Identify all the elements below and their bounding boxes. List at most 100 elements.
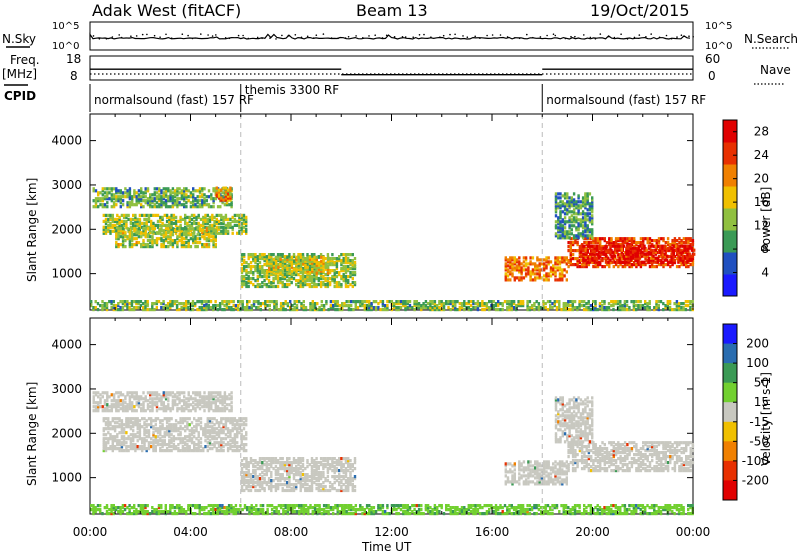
power-cell bbox=[572, 220, 576, 224]
power-cell bbox=[543, 274, 546, 278]
nsearch-point bbox=[181, 33, 184, 35]
power-cell bbox=[342, 265, 345, 269]
power-cell bbox=[286, 275, 289, 279]
power-cell bbox=[331, 279, 334, 283]
power-cell bbox=[183, 241, 186, 245]
power-cell bbox=[117, 243, 120, 247]
power-cell bbox=[404, 300, 407, 304]
power-cell bbox=[488, 306, 491, 310]
velocity-cell bbox=[116, 417, 119, 421]
power-cell bbox=[166, 308, 170, 312]
velocity-cell bbox=[213, 437, 216, 441]
power-cell bbox=[302, 269, 305, 273]
velocity-cell bbox=[206, 421, 209, 425]
power-cell bbox=[564, 306, 568, 310]
power-cell bbox=[554, 208, 558, 212]
velocity-cell bbox=[149, 401, 152, 405]
power-cell bbox=[171, 243, 175, 247]
velocity-cell bbox=[145, 425, 148, 429]
power-cell bbox=[270, 269, 273, 273]
power-cell bbox=[297, 259, 300, 263]
power-cell bbox=[686, 244, 689, 248]
power-cell bbox=[232, 304, 235, 308]
power-cell bbox=[504, 278, 507, 282]
power-cell bbox=[247, 257, 250, 261]
power-cell bbox=[577, 224, 580, 228]
power-cell bbox=[517, 300, 520, 304]
power-cell bbox=[315, 257, 318, 261]
power-cell bbox=[595, 248, 599, 252]
power-cell bbox=[195, 215, 198, 219]
power-cell bbox=[196, 308, 199, 312]
velocity-cell bbox=[113, 439, 117, 443]
velocity-cell bbox=[160, 401, 163, 405]
power-cell bbox=[164, 203, 168, 207]
power-cell bbox=[349, 253, 352, 257]
velocity-cell bbox=[125, 441, 128, 445]
power-cell bbox=[252, 265, 255, 269]
power-cell bbox=[554, 258, 557, 262]
power-cell bbox=[584, 192, 587, 196]
power-cell bbox=[589, 308, 593, 312]
velocity-cell bbox=[202, 429, 205, 433]
velocity-cell bbox=[155, 401, 159, 405]
power-cell bbox=[350, 308, 353, 312]
power-cell bbox=[520, 268, 523, 272]
power-cell bbox=[229, 225, 232, 229]
power-cell bbox=[672, 248, 675, 252]
power-cell bbox=[592, 265, 595, 269]
power-cell bbox=[104, 225, 108, 229]
velocity-cell bbox=[197, 423, 200, 427]
power-cell bbox=[535, 300, 538, 304]
velocity-cell bbox=[223, 397, 227, 401]
velocity-cell bbox=[228, 393, 231, 397]
power-cell bbox=[577, 200, 580, 204]
velocity-cell bbox=[121, 403, 125, 407]
power-cell bbox=[655, 300, 658, 304]
velocity-cell bbox=[99, 405, 102, 409]
velocity-cell bbox=[167, 403, 170, 407]
velocity-cell bbox=[124, 395, 127, 399]
power-cell bbox=[256, 283, 259, 287]
power-cell bbox=[220, 229, 223, 233]
velocity-cell bbox=[215, 431, 218, 435]
power-cell bbox=[506, 274, 510, 278]
power-cell bbox=[647, 250, 651, 254]
power-cell bbox=[104, 219, 108, 223]
power-cell bbox=[647, 246, 651, 250]
power-cell bbox=[579, 204, 583, 208]
power-cell bbox=[178, 187, 181, 191]
power-cell bbox=[625, 308, 629, 312]
power-cell bbox=[115, 187, 118, 191]
power-cell bbox=[292, 277, 296, 281]
velocity-cell bbox=[171, 395, 175, 399]
power-cell bbox=[310, 255, 314, 259]
power-cell bbox=[566, 212, 569, 216]
velocity-cell bbox=[115, 409, 118, 413]
velocity-cell bbox=[211, 421, 214, 425]
velocity-cell bbox=[128, 399, 132, 403]
power-cell bbox=[258, 271, 262, 275]
power-cell bbox=[297, 265, 300, 269]
power-cell bbox=[342, 257, 345, 261]
power-cell bbox=[104, 231, 108, 235]
velocity-cell bbox=[190, 449, 194, 453]
power-cell bbox=[319, 283, 323, 287]
power-cell bbox=[217, 219, 221, 223]
power-cell bbox=[245, 219, 248, 223]
power-cell bbox=[306, 283, 309, 287]
power-cell bbox=[538, 264, 541, 268]
power-cell bbox=[212, 199, 215, 203]
power-cell bbox=[169, 241, 172, 245]
velocity-cell bbox=[118, 449, 121, 453]
power-cell bbox=[153, 227, 156, 231]
power-cell bbox=[320, 267, 323, 271]
velocity-cell bbox=[215, 447, 218, 451]
power-cell bbox=[571, 306, 574, 310]
power-cell bbox=[556, 262, 559, 266]
power-cell bbox=[169, 197, 172, 201]
velocity-cell bbox=[132, 435, 135, 439]
power-cell bbox=[646, 239, 649, 243]
velocity-cell bbox=[207, 403, 211, 407]
power-cell bbox=[201, 195, 204, 199]
